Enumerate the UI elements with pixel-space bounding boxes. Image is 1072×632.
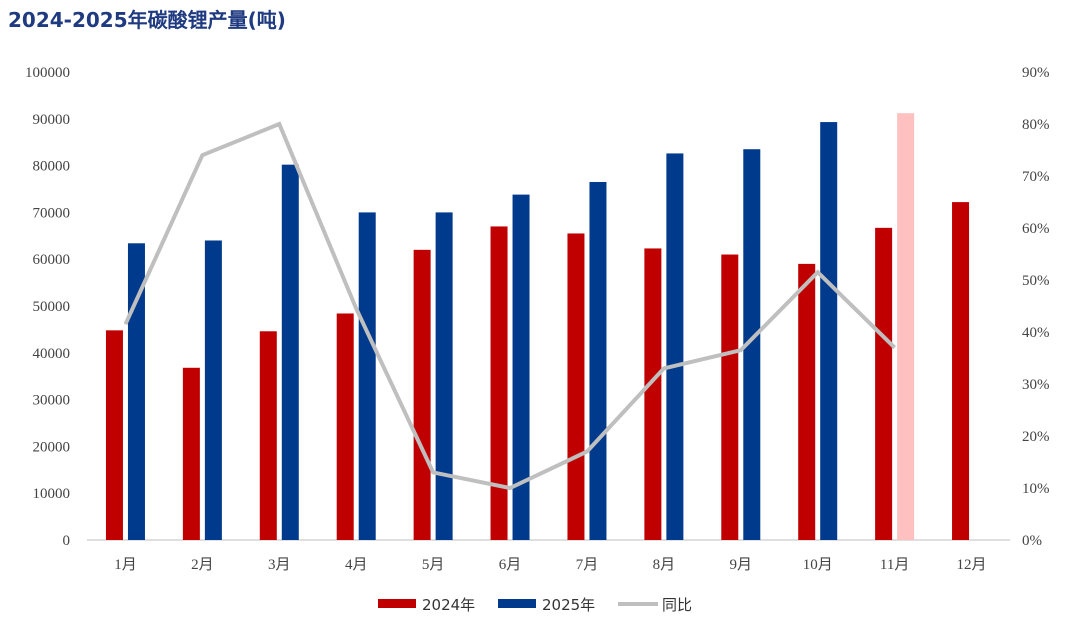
left-tick-label: 80000: [33, 159, 71, 175]
bar-2025: [204, 240, 222, 541]
bar-2025: [897, 113, 915, 541]
x-tick-label: 6月: [499, 557, 522, 573]
legend-swatch: [378, 599, 416, 608]
bar-2025: [512, 194, 530, 540]
left-tick-label: 30000: [33, 393, 71, 409]
x-tick-label: 1月: [114, 557, 137, 573]
right-tick-label: 20%: [1022, 429, 1050, 445]
right-tick-label: 0%: [1022, 533, 1042, 549]
bar-2024: [490, 226, 508, 540]
bar-2025: [589, 181, 607, 541]
left-tick-label: 20000: [33, 439, 71, 455]
x-tick-label: 2月: [191, 557, 214, 573]
bars-group: [105, 113, 970, 541]
bar-2024: [721, 254, 739, 540]
x-tick-label: 5月: [422, 557, 445, 573]
left-axis-ticks: 0 10000 20000 30000 40000 50000 60000 70000 8000…: [25, 65, 70, 549]
left-tick-label: 60000: [33, 252, 71, 268]
left-tick-label: 90000: [33, 112, 71, 128]
left-tick-label: 50000: [33, 299, 71, 315]
bar-2024: [336, 313, 354, 540]
right-tick-label: 80%: [1022, 117, 1050, 133]
right-tick-label: 40%: [1022, 325, 1050, 341]
bar-2025: [820, 122, 838, 541]
yoy-line-group: [123, 121, 897, 491]
x-tick-label: 10月: [803, 557, 833, 573]
x-tick-label: 12月: [957, 557, 987, 573]
legend-swatch: [498, 599, 536, 608]
bar-2024: [567, 233, 585, 540]
yoy-line: [123, 121, 897, 491]
left-tick-label: 100000: [25, 65, 70, 81]
bar-2024: [259, 331, 277, 540]
x-tick-label: 3月: [268, 557, 291, 573]
x-tick-label: 7月: [576, 557, 599, 573]
legend-label: 2025年: [542, 596, 595, 614]
bar-2025: [358, 212, 376, 540]
bar-2024: [413, 249, 431, 540]
right-tick-label: 30%: [1022, 377, 1050, 393]
bar-2025: [666, 153, 684, 540]
left-tick-label: 70000: [33, 205, 71, 221]
bar-2024: [105, 330, 123, 540]
bar-2024: [182, 367, 200, 540]
chart-title: 2024-2025年碳酸锂产量(吨): [8, 8, 286, 32]
x-tick-label: 8月: [653, 557, 676, 573]
legend-label: 同比: [662, 596, 692, 614]
x-tick-label: 4月: [345, 557, 368, 573]
right-axis-ticks: 0% 10% 20% 30% 40% 50% 60% 70% 80% 90%: [1022, 65, 1050, 549]
bar-2025: [127, 243, 145, 540]
left-tick-label: 10000: [33, 486, 71, 502]
legend-label: 2024年: [422, 596, 475, 614]
right-tick-label: 90%: [1022, 65, 1050, 81]
left-tick-label: 40000: [33, 346, 71, 362]
bar-2024: [798, 263, 816, 540]
right-tick-label: 10%: [1022, 481, 1050, 497]
x-axis-ticks: 1月 2月 3月 4月 5月 6月 7月 8月 9月 10月 11月 12月: [114, 557, 986, 573]
legend: 2024年 2025年 同比: [378, 596, 692, 614]
left-tick-label: 0: [63, 533, 71, 549]
x-tick-label: 11月: [880, 557, 909, 573]
bar-2024: [644, 248, 662, 540]
bar-2024: [875, 227, 893, 540]
bar-2025: [743, 149, 761, 540]
bar-2024: [952, 202, 970, 540]
x-tick-label: 9月: [730, 557, 753, 573]
bar-2025: [435, 212, 453, 540]
right-tick-label: 70%: [1022, 169, 1050, 185]
right-tick-label: 50%: [1022, 273, 1050, 289]
right-tick-label: 60%: [1022, 221, 1050, 237]
bar-2025: [281, 164, 299, 540]
